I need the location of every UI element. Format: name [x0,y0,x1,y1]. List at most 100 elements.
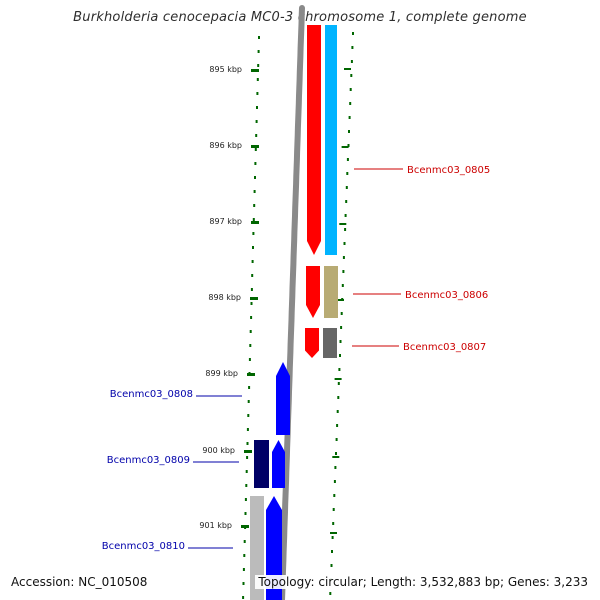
left-ruler-dot [242,568,245,571]
left-ruler-dot [253,190,256,193]
right-ruler-dot [336,410,339,413]
gene-label-Bcenmc03_0810[interactable]: Bcenmc03_0810 [102,541,185,552]
right-ruler-dot [339,354,341,357]
ruler-tick-label: 896 kbp [209,141,242,150]
right-ruler-dot [346,158,349,161]
right-major-tick [337,299,344,301]
right-ruler-dot [330,564,333,567]
gene-label-Bcenmc03_0807[interactable]: Bcenmc03_0807 [403,342,486,353]
left-ruler-dot [258,36,260,39]
right-ruler-dot [342,256,345,259]
left-ruler-dot [251,260,254,263]
right-ruler-dot [331,550,333,553]
ruler-tick-label: 895 kbp [209,65,242,74]
left-ruler-dot [256,92,259,95]
left-ruler-dot [246,456,249,459]
left-ruler-dot [243,554,246,557]
gene-function-band [324,266,338,318]
right-ruler-dot [331,536,334,539]
ruler-tick-label: 899 kbp [205,369,238,378]
chromosome-backbone [279,5,305,600]
left-ruler-dot [249,330,252,333]
right-ruler-dot [333,480,336,483]
right-ruler-dot [336,424,339,427]
right-ruler-dot [348,130,350,133]
forward-gene-Bcenmc03_0807[interactable] [305,328,319,358]
left-ruler-dot [245,484,248,487]
left-ruler-dot [257,64,260,67]
left-ruler-dot [245,470,248,473]
left-ruler-dot [255,134,258,137]
reverse-gene-Bcenmc03_0808[interactable] [276,362,290,435]
right-major-tick [341,146,349,148]
forward-gene-Bcenmc03_0805[interactable] [307,25,321,255]
left-ruler-dot [249,344,252,347]
left-ruler-dot [256,106,258,109]
right-ruler-dot [351,46,354,49]
gene-function-band [254,440,269,488]
left-ruler-dot [250,288,253,291]
reverse-gene-Bcenmc03_0810[interactable] [266,496,282,600]
left-ruler-dot [252,218,255,221]
left-ruler-dot [252,232,255,235]
right-ruler-dot [332,508,335,511]
gene-label-Bcenmc03_0808[interactable]: Bcenmc03_0808 [110,389,193,400]
left-ruler-dot [242,582,245,585]
left-ruler-dot [246,442,249,445]
right-ruler-dot [337,382,340,385]
left-ruler-dot [252,246,254,249]
topology-summary-text: Topology: circular; Length: 3,532,883 bp… [255,575,591,589]
accession-text: Accession: NC_010508 [9,575,150,589]
left-ruler-dot [243,540,246,543]
right-ruler-dot [344,228,347,231]
ruler-major-tick [250,297,258,300]
left-ruler-dot [255,120,258,123]
left-ruler-dot [247,400,250,403]
right-ruler-dot [350,60,353,63]
gene-function-band [323,328,337,358]
right-ruler-dot [340,326,343,329]
left-ruler-dot [254,148,257,151]
left-ruler-dot [247,414,250,417]
right-ruler-dot [335,438,338,441]
left-ruler-dot [248,386,251,389]
ruler-major-tick [247,373,255,376]
right-ruler-dot [352,32,354,35]
left-ruler-dot [250,316,253,319]
left-ruler-dot [248,358,251,361]
reverse-gene-Bcenmc03_0809[interactable] [272,440,285,488]
right-ruler-dot [347,144,350,147]
gene-label-Bcenmc03_0805[interactable]: Bcenmc03_0805 [407,165,490,176]
right-ruler-dot [335,452,337,455]
ruler-major-tick [251,221,259,224]
gene-function-band [250,496,264,600]
right-ruler-dot [346,172,349,175]
right-ruler-dot [348,116,351,119]
gene-label-Bcenmc03_0809[interactable]: Bcenmc03_0809 [107,455,190,466]
right-ruler-dot [339,340,342,343]
ruler-tick-label: 897 kbp [209,217,242,226]
right-major-tick [334,378,342,380]
right-major-tick [344,68,351,70]
left-ruler-dot [254,176,256,179]
right-ruler-dot [344,214,347,217]
left-ruler-dot [244,512,247,515]
right-ruler-dot [338,368,341,371]
gene-label-Bcenmc03_0806[interactable]: Bcenmc03_0806 [405,290,488,301]
right-ruler-dot [329,592,332,595]
right-ruler-dot [343,242,346,245]
left-ruler-dot [253,204,256,207]
left-ruler-dot [254,162,257,165]
right-ruler-dot [345,186,348,189]
right-ruler-dot [341,284,344,287]
right-ruler-dot [340,312,343,315]
gene-function-band [325,25,337,255]
forward-gene-Bcenmc03_0806[interactable] [306,266,320,318]
right-major-tick [339,223,347,225]
right-major-tick [330,532,337,534]
left-ruler-dot [250,302,253,305]
left-ruler-dot [257,50,260,53]
right-ruler-dot [349,102,352,105]
